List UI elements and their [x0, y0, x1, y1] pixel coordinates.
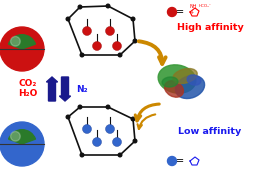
Circle shape: [80, 153, 84, 157]
Circle shape: [118, 153, 122, 157]
Circle shape: [11, 132, 20, 141]
Circle shape: [83, 26, 92, 36]
Text: Low affinity: Low affinity: [178, 126, 242, 136]
Circle shape: [93, 42, 102, 50]
Circle shape: [168, 156, 176, 166]
Ellipse shape: [165, 81, 183, 97]
Ellipse shape: [162, 77, 178, 87]
Text: =: =: [176, 7, 184, 17]
Ellipse shape: [173, 68, 197, 84]
FancyArrow shape: [59, 77, 70, 101]
Ellipse shape: [175, 75, 205, 98]
Circle shape: [131, 17, 135, 21]
Wedge shape: [9, 35, 36, 49]
Circle shape: [113, 138, 122, 146]
Circle shape: [133, 139, 137, 143]
Text: +: +: [190, 11, 194, 15]
Circle shape: [66, 17, 70, 21]
Wedge shape: [9, 130, 36, 144]
Text: High affinity: High affinity: [177, 22, 243, 32]
Circle shape: [0, 122, 44, 166]
Circle shape: [80, 53, 84, 57]
Ellipse shape: [187, 75, 201, 85]
Circle shape: [11, 36, 20, 46]
FancyArrow shape: [46, 77, 58, 101]
Circle shape: [113, 42, 122, 50]
Circle shape: [168, 8, 176, 16]
Text: HCO₃⁻: HCO₃⁻: [199, 4, 212, 8]
Text: =: =: [176, 156, 184, 166]
Circle shape: [78, 5, 82, 9]
Circle shape: [66, 115, 70, 119]
Circle shape: [105, 26, 114, 36]
Text: H₂O: H₂O: [18, 88, 38, 98]
Circle shape: [105, 125, 114, 133]
Circle shape: [83, 125, 92, 133]
Ellipse shape: [158, 65, 196, 93]
Circle shape: [131, 117, 135, 121]
Circle shape: [133, 39, 137, 43]
Circle shape: [78, 105, 82, 109]
Text: N₂: N₂: [76, 84, 88, 94]
Circle shape: [0, 27, 44, 71]
Text: NH: NH: [189, 4, 196, 9]
Circle shape: [118, 53, 122, 57]
Circle shape: [93, 138, 102, 146]
Text: CO₂: CO₂: [19, 80, 37, 88]
Circle shape: [106, 105, 110, 109]
Circle shape: [106, 4, 110, 8]
